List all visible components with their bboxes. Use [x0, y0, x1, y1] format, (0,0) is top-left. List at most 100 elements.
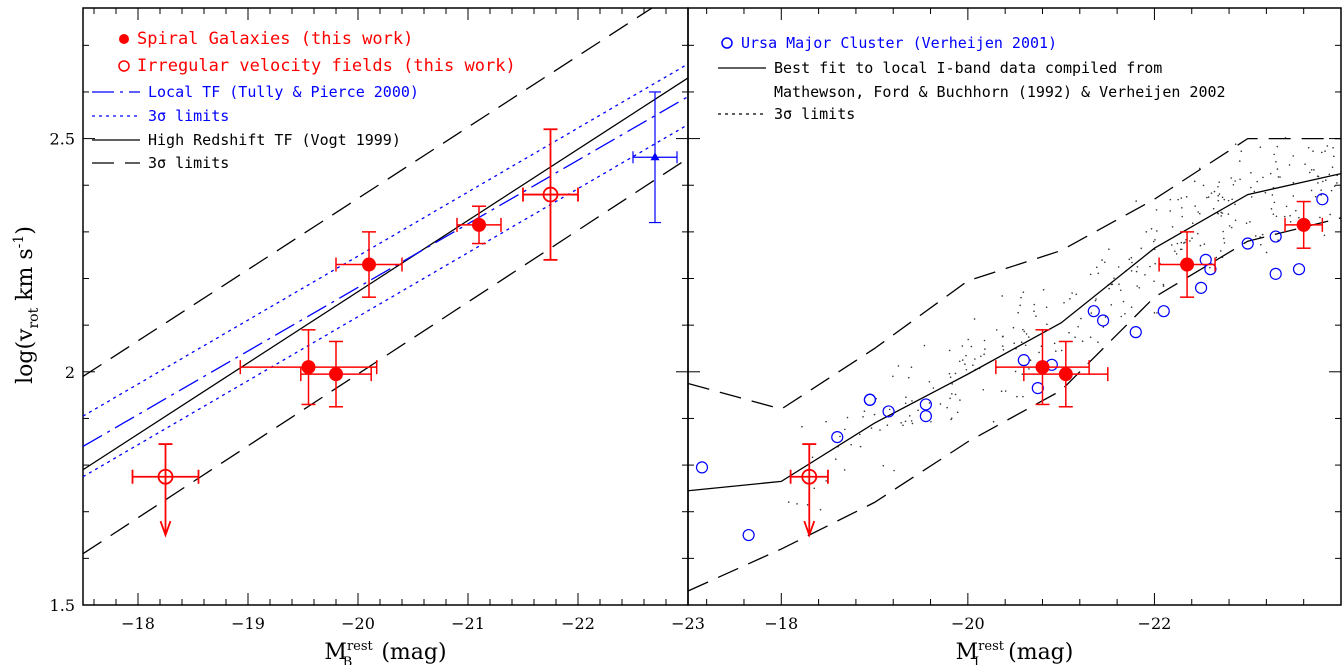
local-data-point — [1212, 207, 1215, 210]
local-data-point — [1262, 176, 1264, 179]
local-data-point — [1221, 196, 1224, 199]
ursa-major-point — [1241, 237, 1254, 250]
x-tick-label: −21 — [451, 614, 485, 633]
ursa-major-point — [919, 410, 932, 423]
y-axis-label: log(vrot km s-1) — [11, 226, 42, 384]
right-panel: −18 −20 −22 Mrest I (mag) Ursa Major Cluster … — [687, 7, 1342, 665]
local-data-point — [1273, 153, 1275, 156]
local-data-point — [825, 480, 827, 482]
local-data-point — [939, 403, 942, 405]
local-data-point — [973, 318, 976, 320]
local-data-point — [873, 413, 876, 416]
local-data-point — [1131, 261, 1133, 264]
local-data-point — [893, 469, 895, 472]
local-data-point — [879, 429, 881, 431]
local-data-point — [1272, 213, 1275, 215]
ursa-major-point — [1292, 263, 1306, 276]
local-data-point — [1210, 192, 1213, 194]
local-data-point — [932, 387, 935, 389]
local-data-point — [1223, 242, 1226, 244]
local-data-point — [1029, 359, 1032, 362]
local-data-point — [1250, 172, 1252, 174]
local-data-point — [1136, 285, 1138, 287]
local-data-point — [1028, 368, 1030, 370]
x-tick-label: −20 — [951, 614, 985, 633]
local-data-point — [1185, 196, 1188, 198]
relation-line — [83, 77, 688, 471]
local-data-point — [1017, 311, 1019, 314]
local-data-point — [958, 360, 961, 363]
legend-label: Best fit to local I-band data compiled f… — [774, 59, 1162, 77]
local-data-point — [1276, 168, 1279, 170]
local-data-point — [1135, 200, 1137, 202]
left-panel: −18 −19 −20 −21 −22 −23 1.5 2 2.5 Mrest B (mag) Spi… — [50, 7, 705, 665]
local-data-point — [992, 420, 995, 423]
local-data-point — [954, 372, 957, 375]
local-data-point — [1289, 221, 1292, 223]
local-data-point — [1074, 336, 1076, 339]
local-data-point — [1259, 236, 1261, 238]
local-data-point — [951, 383, 954, 385]
local-data-point — [972, 364, 974, 366]
local-data-point — [1124, 312, 1126, 315]
legend-label: Irregular velocity fields (this work) — [137, 56, 516, 76]
local-data-point — [1277, 176, 1280, 178]
local-data-point — [1328, 173, 1331, 176]
local-data-point — [908, 415, 911, 417]
ursa-major-point — [919, 398, 932, 411]
local-data-point — [1331, 166, 1334, 169]
local-data-point — [1117, 266, 1120, 268]
local-data-point — [965, 368, 968, 371]
local-data-point — [1108, 287, 1110, 290]
local-data-point — [1264, 191, 1267, 194]
local-data-point — [1269, 172, 1272, 175]
local-data-point — [1309, 171, 1311, 174]
local-data-point — [1283, 215, 1286, 218]
upper-limit-arrow — [159, 520, 172, 538]
irregular-point-marker — [801, 468, 818, 485]
local-data-point — [1170, 244, 1173, 246]
local-data-point — [859, 445, 862, 448]
relation-line — [688, 172, 1341, 492]
local-data-point — [1319, 216, 1321, 219]
local-data-point — [1326, 145, 1329, 147]
ursa-major-point — [1269, 267, 1282, 280]
local-data-point — [910, 420, 913, 422]
local-data-point — [1336, 182, 1338, 184]
local-data-point — [1253, 190, 1256, 193]
local-data-point — [1288, 164, 1291, 166]
local-data-point — [1217, 194, 1220, 197]
local-data-point — [1020, 341, 1023, 344]
local-data-point — [1181, 215, 1183, 218]
local-data-point — [1275, 160, 1277, 163]
local-data-point — [1298, 216, 1300, 219]
ursa-major-point — [742, 528, 755, 542]
local-data-point — [1154, 238, 1156, 241]
local-data-point — [1068, 331, 1070, 334]
local-data-point — [995, 329, 998, 331]
legend-open-circle-symbol — [721, 37, 733, 49]
local-data-point — [1110, 304, 1113, 306]
irregular-point-marker — [542, 186, 559, 203]
local-data-point — [1256, 180, 1259, 183]
local-data-point — [904, 402, 907, 405]
local-data-point — [1332, 147, 1334, 149]
local-data-point — [1324, 150, 1326, 152]
local-data-point — [1013, 342, 1015, 344]
local-data-point — [1108, 248, 1110, 250]
local-data-point — [1317, 182, 1319, 184]
ursa-major-point — [1316, 193, 1329, 206]
spiral-point-marker — [1035, 360, 1050, 375]
local-data-point — [1130, 270, 1133, 272]
local-data-point — [1180, 241, 1183, 244]
local-data-point — [951, 393, 953, 395]
local-data-point — [1140, 247, 1143, 250]
local-data-point — [1019, 304, 1021, 307]
local-data-point — [1176, 242, 1179, 245]
local-data-point — [1289, 214, 1291, 217]
local-data-point — [1042, 289, 1045, 291]
local-data-point — [1218, 193, 1221, 195]
local-data-point — [1217, 199, 1220, 202]
local-data-point — [1189, 240, 1191, 242]
local-data-point — [1231, 198, 1233, 201]
